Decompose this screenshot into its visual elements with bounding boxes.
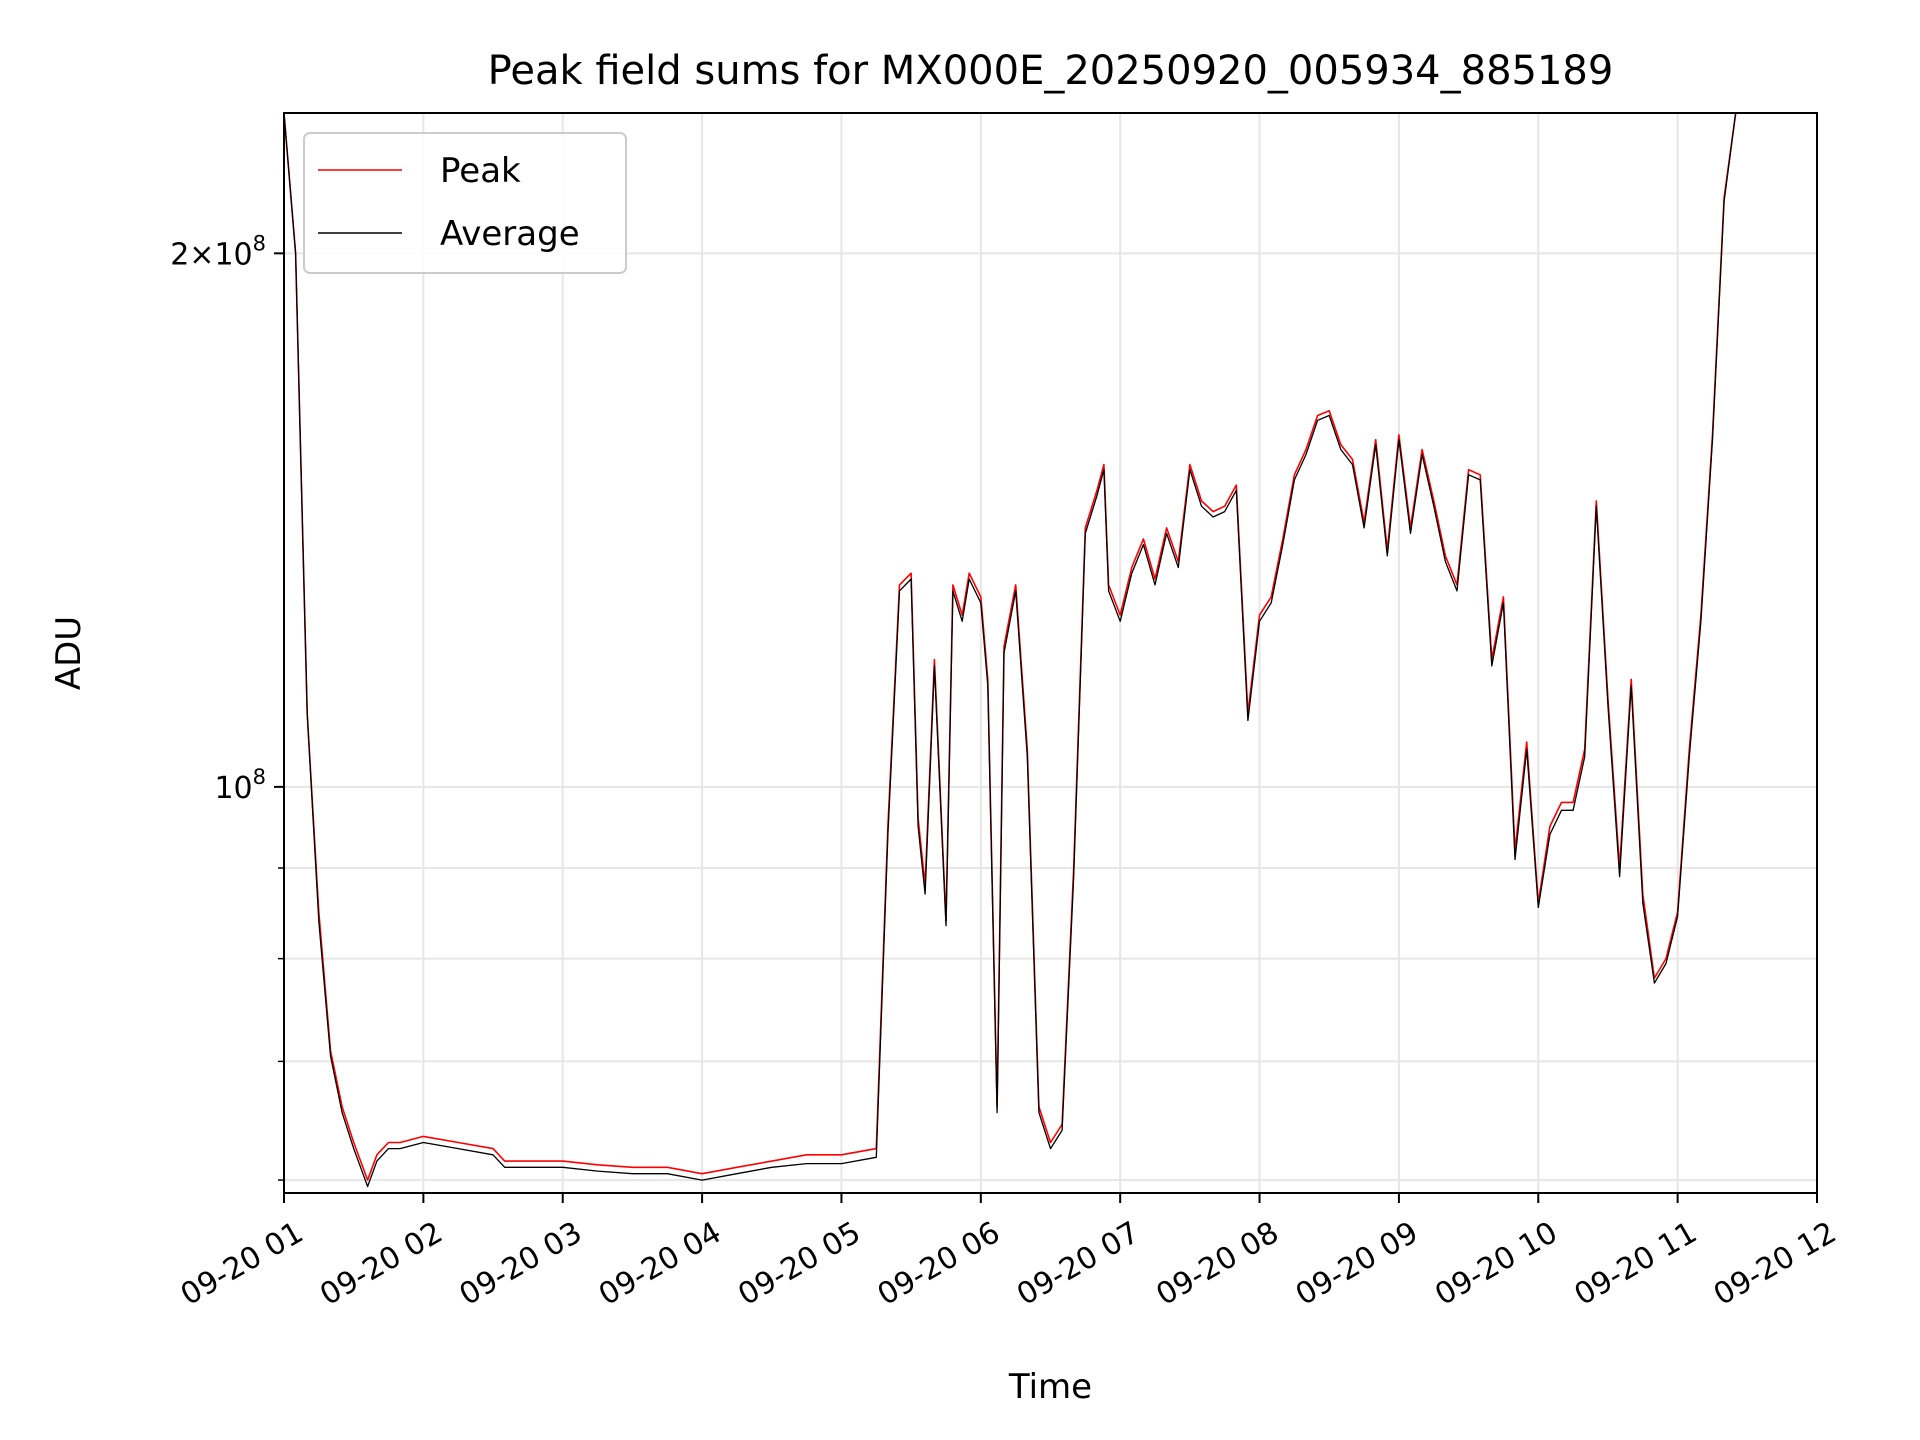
y-tick-label: 2×108 [170, 231, 266, 272]
chart-title: Peak field sums for MX000E_20250920_0059… [488, 48, 1614, 94]
legend: Peak Average [303, 132, 627, 274]
legend-label-average: Average [440, 214, 580, 254]
grid [283, 113, 1818, 1193]
y-axis-label: ADU [49, 616, 89, 690]
y-axis: 108 2×108 [170, 231, 284, 1181]
x-axis-label: Time [1008, 1367, 1092, 1407]
plot-area [284, 113, 1817, 1188]
legend-box [303, 132, 627, 274]
plot-frame [283, 112, 1818, 1194]
series-line-average [284, 113, 1817, 1188]
y-tick-label: 108 [214, 765, 266, 806]
legend-label-peak: Peak [440, 151, 521, 191]
